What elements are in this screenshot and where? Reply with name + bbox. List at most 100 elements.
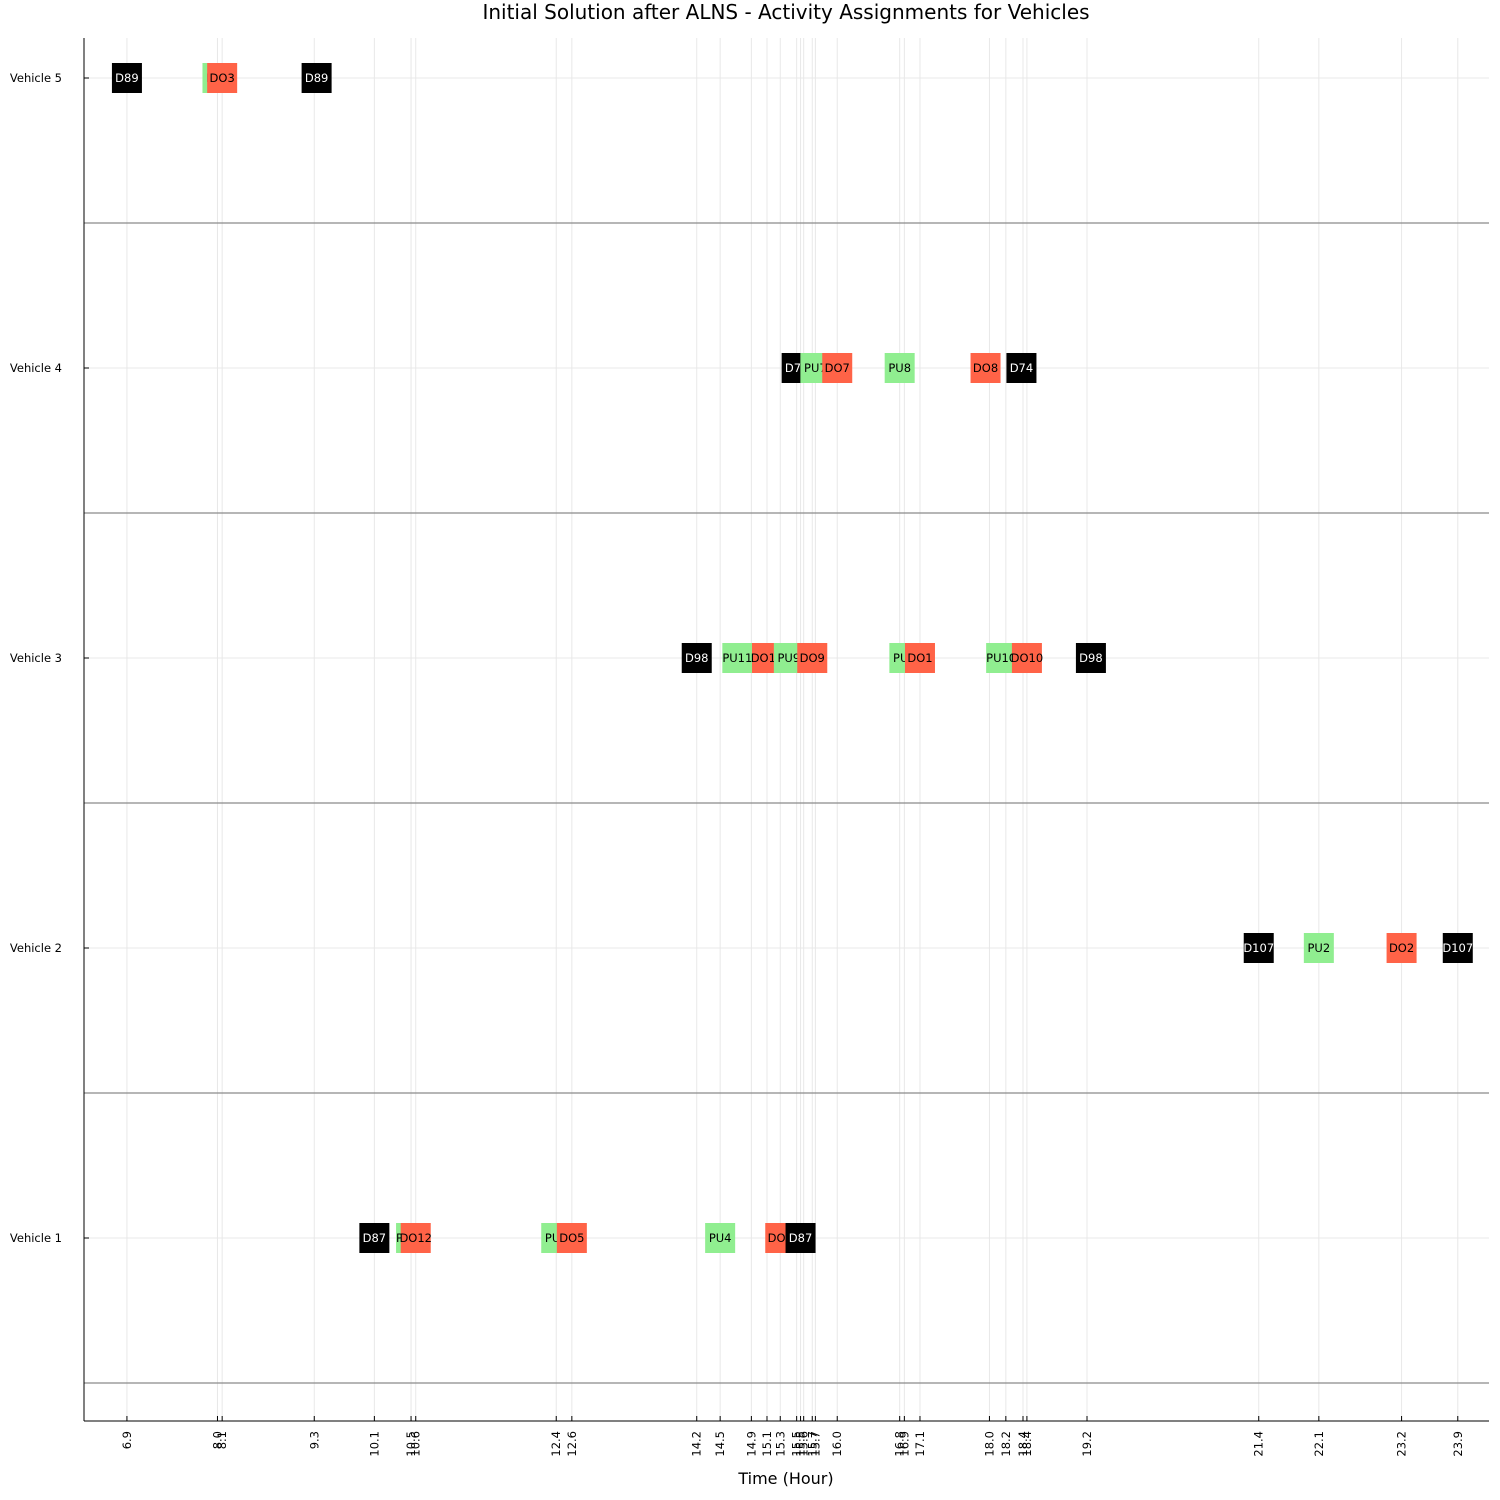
x-tick-label: 15.6 [797,1431,811,1457]
activity-label: D89 [115,71,139,85]
activity-bar [904,643,935,673]
x-tick-label: 15.7 [808,1431,822,1457]
x-tick-label: 18.4 [1016,1431,1030,1457]
activity-pu10: PU10 [986,643,1017,673]
activity-d89: D89 [111,63,142,93]
activity-d98: D98 [1075,643,1106,673]
activity-do12: DO12 [399,1223,432,1253]
x-tick-label: 14.5 [713,1431,727,1457]
activity-label: PU11 [722,651,752,665]
activity-d74: D74 [1006,353,1037,383]
x-tick-label: 16.0 [830,1431,844,1457]
activity-bars: D89PU3DO3D89D74PU7DO7PU8DO8D74D98PU11DO1… [111,63,1473,1253]
activity-label: PU9 [778,651,801,665]
y-axis-labels: Vehicle 1 Vehicle 2 Vehicle 3 Vehicle 4 Vehi… [10,71,62,1245]
activity-label: D98 [685,651,709,665]
x-tick-label: 16.9 [897,1431,911,1457]
activity-label: PU8 [888,361,911,375]
x-tick-label: 15.7 [805,1431,819,1457]
activity-bar [705,1223,736,1253]
activity-do2: DO2 [1386,933,1417,963]
activity-bar [1006,353,1037,383]
x-tick-label: 21.4 [1252,1431,1266,1457]
x-tick-label: 18.4 [1020,1431,1034,1457]
activity-bar [1303,933,1334,963]
activity-d87: D87 [359,1223,390,1253]
activity-label: D87 [789,1231,813,1245]
activity-do7: DO7 [822,353,853,383]
activity-d87: D87 [785,1223,816,1253]
row-separators [84,222,1489,1384]
activity-do10: DO10 [1011,643,1044,673]
activity-bar [785,1223,816,1253]
activity-bar [986,643,1017,673]
activity-d107: D107 [1442,933,1473,963]
activity-label: PU2 [1308,941,1331,955]
activity-label: DO12 [399,1231,432,1245]
x-tick-label: 6.9 [120,1431,134,1449]
x-tick-label: 23.9 [1451,1431,1465,1457]
x-tick-label: 19.2 [1080,1431,1094,1457]
activity-label: D87 [363,1231,387,1245]
activity-bar [884,353,915,383]
x-tick-label: 10.6 [409,1431,423,1457]
x-tick-label: 8.1 [215,1431,229,1449]
activity-pu4: PU4 [705,1223,736,1253]
row-label: Vehicle 1 [10,1231,62,1245]
activity-d98: D98 [681,643,712,673]
activity-label: D98 [1079,651,1103,665]
x-tick-label: 9.3 [307,1431,321,1449]
x-tick-label: 12.4 [549,1431,563,1457]
row-label: Vehicle 5 [10,71,62,85]
x-tick-label: 18.2 [999,1431,1013,1457]
x-axis-title: Time (Hour) [737,1469,833,1488]
activity-bar [556,1223,587,1253]
activity-label: DO1 [907,651,932,665]
grid-lines [84,38,1489,1421]
activity-d89: D89 [301,63,332,93]
activity-bar [722,643,753,673]
x-tick-label: 17.1 [913,1431,927,1457]
activity-label: D74 [1010,361,1034,375]
activity-label: DO9 [800,651,825,665]
x-tick-label: 15.5 [794,1431,808,1457]
activity-bar [1442,933,1473,963]
x-tick-label: 15.3 [773,1431,787,1457]
x-tick-label: 15.5 [790,1431,804,1457]
activity-bar [111,63,142,93]
activity-bar [1243,933,1274,963]
x-tick-label: 10.1 [367,1431,381,1457]
x-tick-label: 23.2 [1395,1431,1409,1457]
activity-do8: DO8 [970,353,1001,383]
x-tick-label: 10.5 [404,1431,418,1457]
activity-label: DO3 [210,71,235,85]
activity-do1: DO1 [904,643,935,673]
row-label: Vehicle 2 [10,941,62,955]
activity-bar [681,643,712,673]
activity-bar [1075,643,1106,673]
activity-bar [822,353,853,383]
activity-d107: D107 [1243,933,1274,963]
activity-label: D107 [1243,941,1274,955]
x-tick-label: 18.0 [982,1431,996,1457]
activity-bar [400,1223,431,1253]
activity-pu11: PU11 [722,643,753,673]
row-label: Vehicle 3 [10,651,62,665]
activity-label: DO10 [1011,651,1044,665]
activity-label: DO7 [825,361,850,375]
activity-do5: DO5 [556,1223,587,1253]
activity-label: D89 [305,71,329,85]
activity-pu8: PU8 [884,353,915,383]
activity-do3: DO3 [207,63,238,93]
activity-label: PU4 [709,1231,732,1245]
activity-bar [970,353,1001,383]
x-tick-label: 15.1 [760,1431,774,1457]
x-tick-label: 16.8 [893,1431,907,1457]
x-tick-label: 8.0 [210,1431,224,1449]
activity-bar [359,1223,390,1253]
activity-label: D107 [1442,941,1473,955]
activity-label: DO2 [1389,941,1414,955]
activity-do9: DO9 [797,643,828,673]
activity-bar [1386,933,1417,963]
